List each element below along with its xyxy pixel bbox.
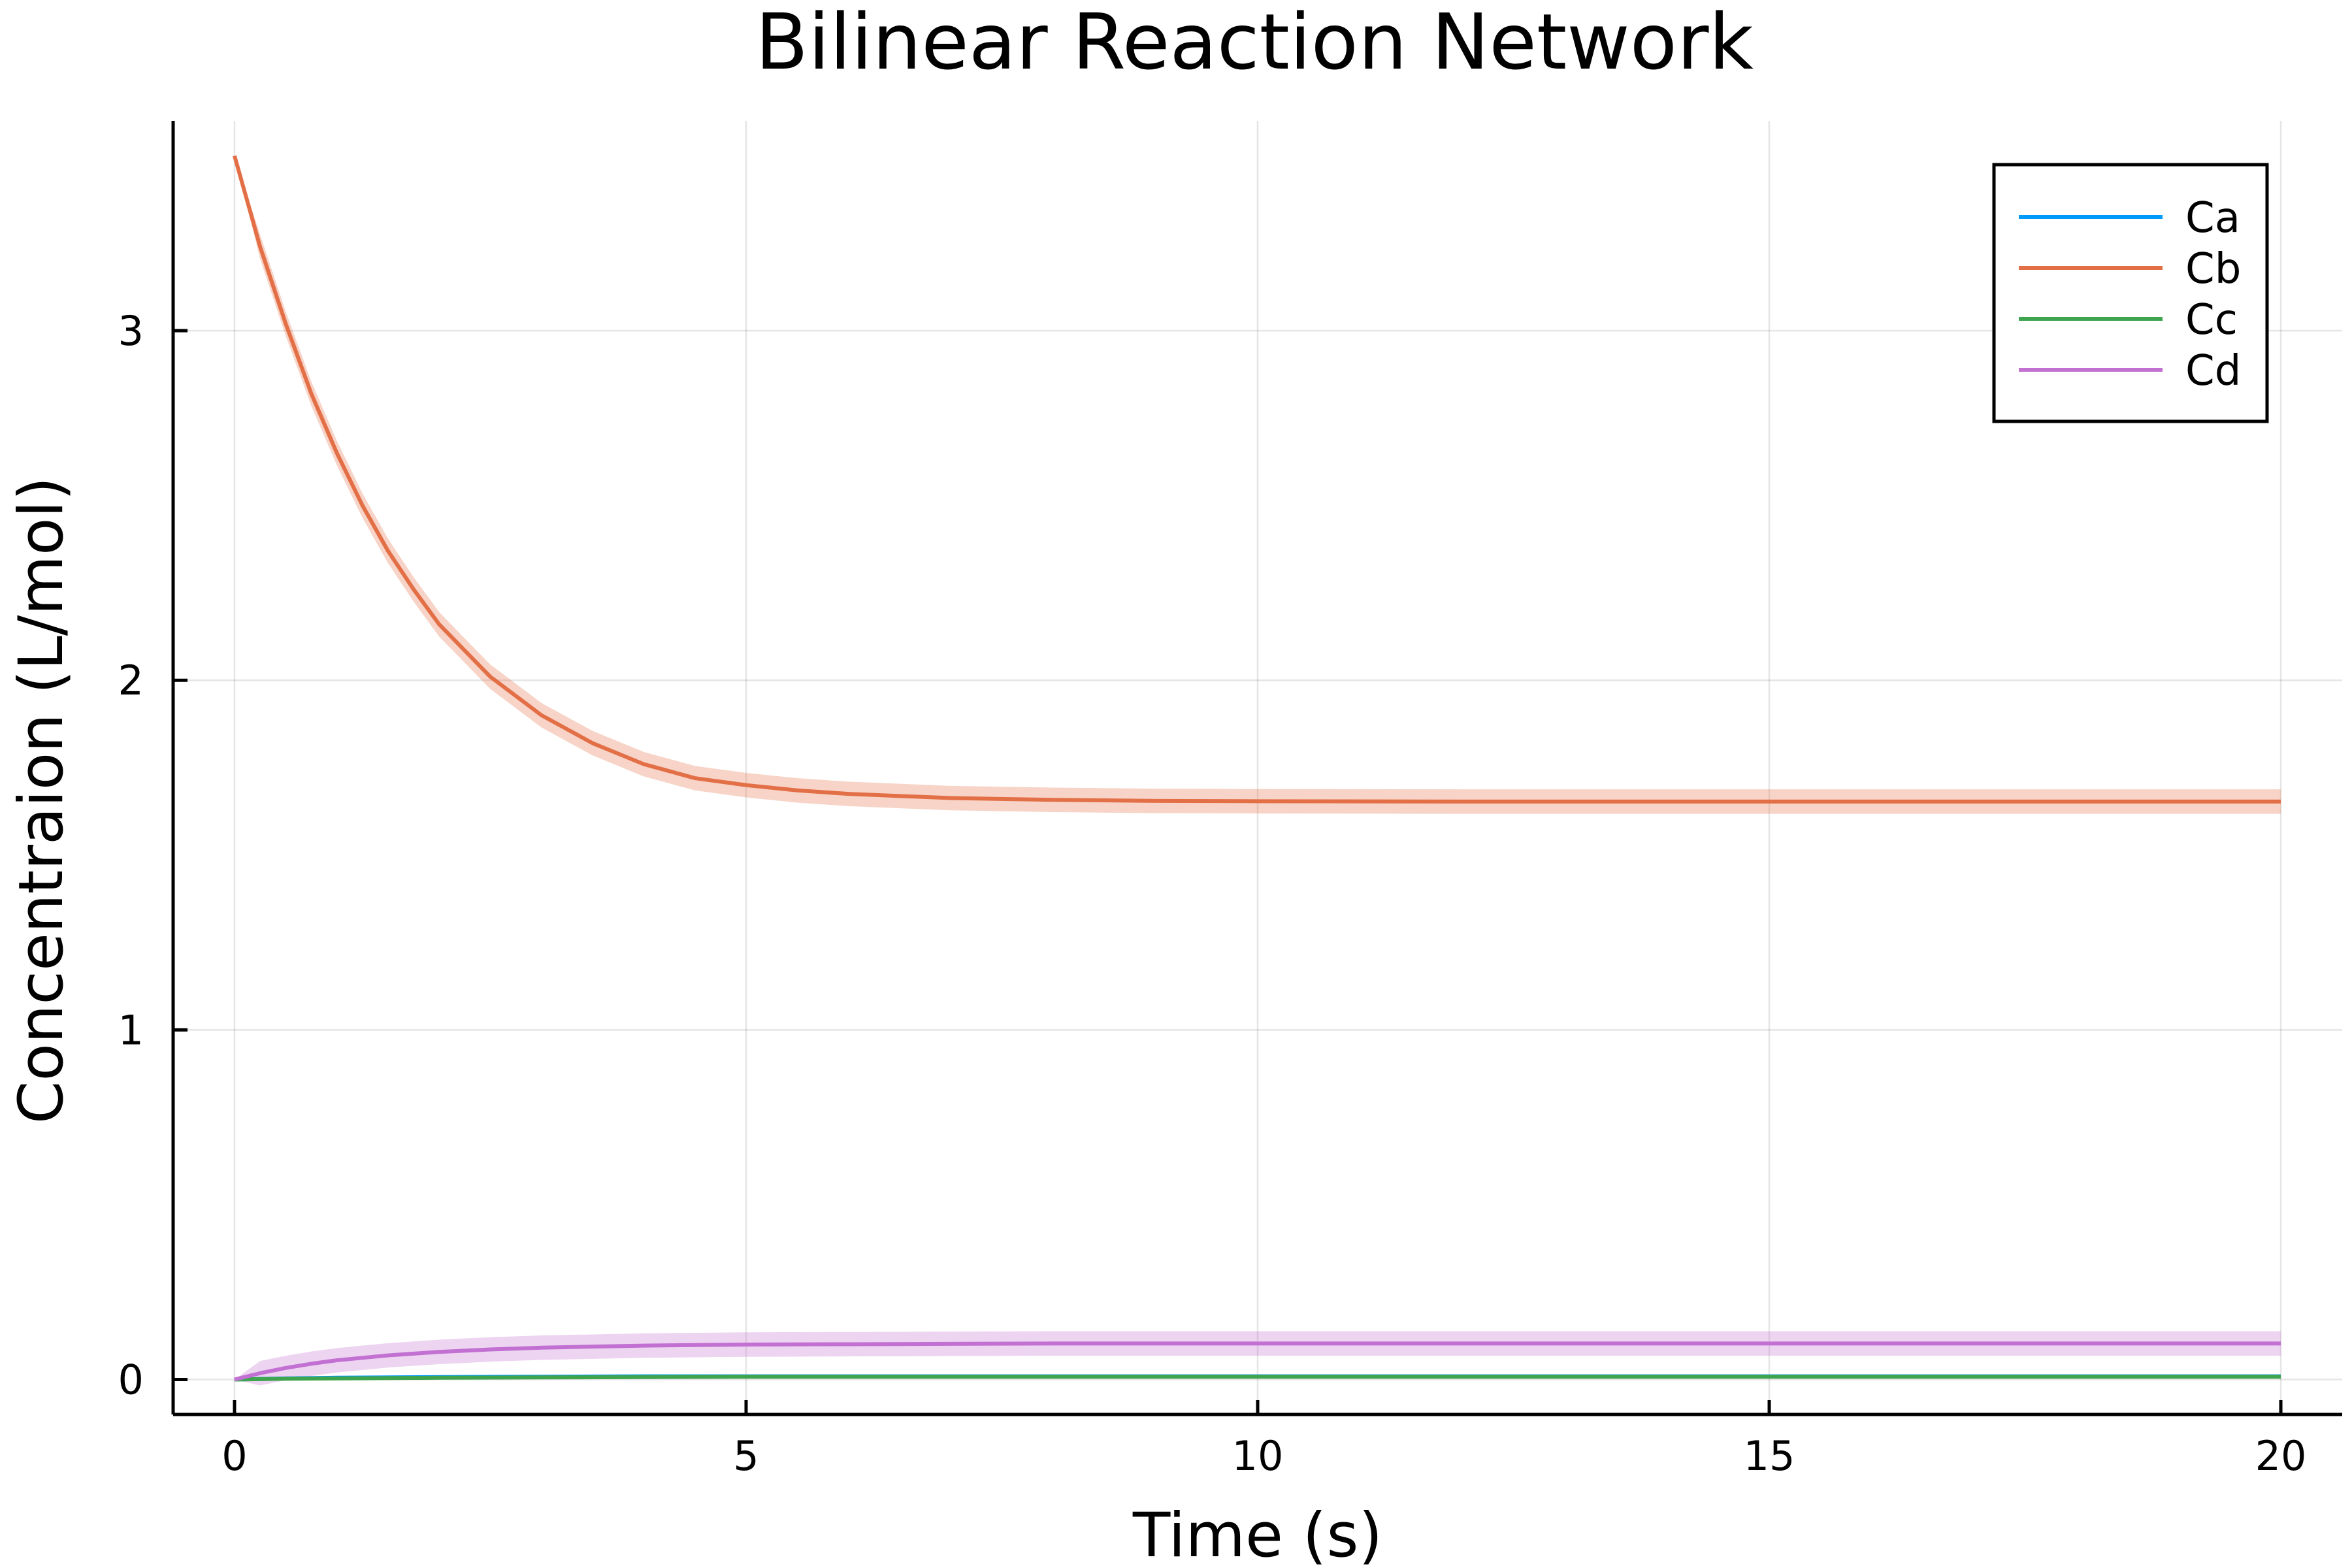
series-line-cd — [234, 1341, 2281, 1382]
x-ticks: 0 5 10 15 20 — [221, 1400, 2306, 1480]
x-tick-label: 5 — [733, 1432, 759, 1480]
legend-item-cd: Cd — [2019, 347, 2241, 395]
y-ticks: 0 1 2 3 — [118, 307, 188, 1403]
y-tick-label: 1 — [118, 1006, 144, 1054]
legend-item-ca: Ca — [2019, 194, 2240, 242]
chart-title: Bilinear Reaction Network — [755, 0, 1754, 87]
legend-label: Ca — [2185, 194, 2240, 242]
y-tick-label: 3 — [118, 307, 144, 355]
legend-label: Cb — [2185, 245, 2241, 293]
y-tick-label: 2 — [118, 657, 144, 704]
legend-label: Cc — [2185, 296, 2238, 344]
legend-label: Cd — [2185, 347, 2241, 395]
x-tick-label: 0 — [221, 1432, 247, 1480]
series-lines — [233, 155, 2281, 1382]
series-line-cc — [234, 1375, 2281, 1382]
y-axis-label: Concentraion (L/mol) — [6, 477, 77, 1124]
series-line-cb — [233, 155, 2281, 804]
legend-box — [1992, 163, 2269, 423]
grid — [173, 121, 2342, 1414]
x-axis-label: Time (s) — [1132, 1500, 1382, 1568]
x-tick-label: 10 — [1232, 1432, 1284, 1480]
legend-item-cc: Cc — [2019, 296, 2238, 344]
legend-item-cb: Cb — [2019, 245, 2241, 293]
y-tick-label: 0 — [118, 1356, 144, 1403]
x-tick-label: 15 — [1744, 1432, 1795, 1480]
x-tick-label: 20 — [2255, 1432, 2307, 1480]
